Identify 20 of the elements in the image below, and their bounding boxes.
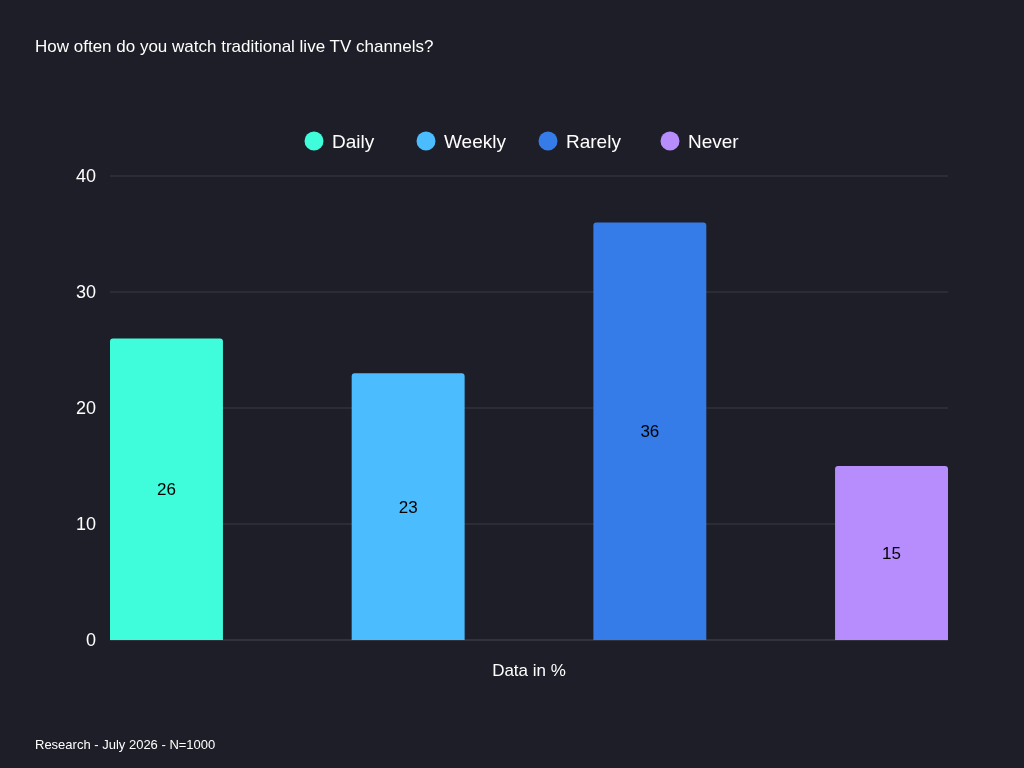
y-tick-label: 10 — [75, 514, 96, 535]
y-tick-label: 20 — [75, 398, 96, 419]
chart-title: How often do you watch traditional live TV channels? — [35, 37, 434, 56]
bar — [593, 222, 707, 640]
data-label: 26 — [157, 480, 176, 500]
legend-label: Rarely — [566, 130, 622, 152]
legend-label: Daily — [332, 130, 375, 152]
y-tick-label: 40 — [75, 166, 96, 187]
data-label: 15 — [882, 543, 901, 563]
bar — [110, 338, 223, 640]
text: Research - July 2026 - N=1000 — [35, 737, 216, 752]
bar — [351, 373, 465, 640]
bar — [835, 466, 948, 640]
data-label: 23 — [398, 497, 418, 517]
x-tick-label: Data in % — [492, 661, 566, 680]
legend-label: Never — [688, 130, 740, 152]
legend-label: Weekly — [444, 130, 507, 152]
y-tick-label: 30 — [75, 282, 96, 303]
data-label: 36 — [640, 422, 660, 442]
y-tick-label: 0 — [85, 630, 96, 651]
